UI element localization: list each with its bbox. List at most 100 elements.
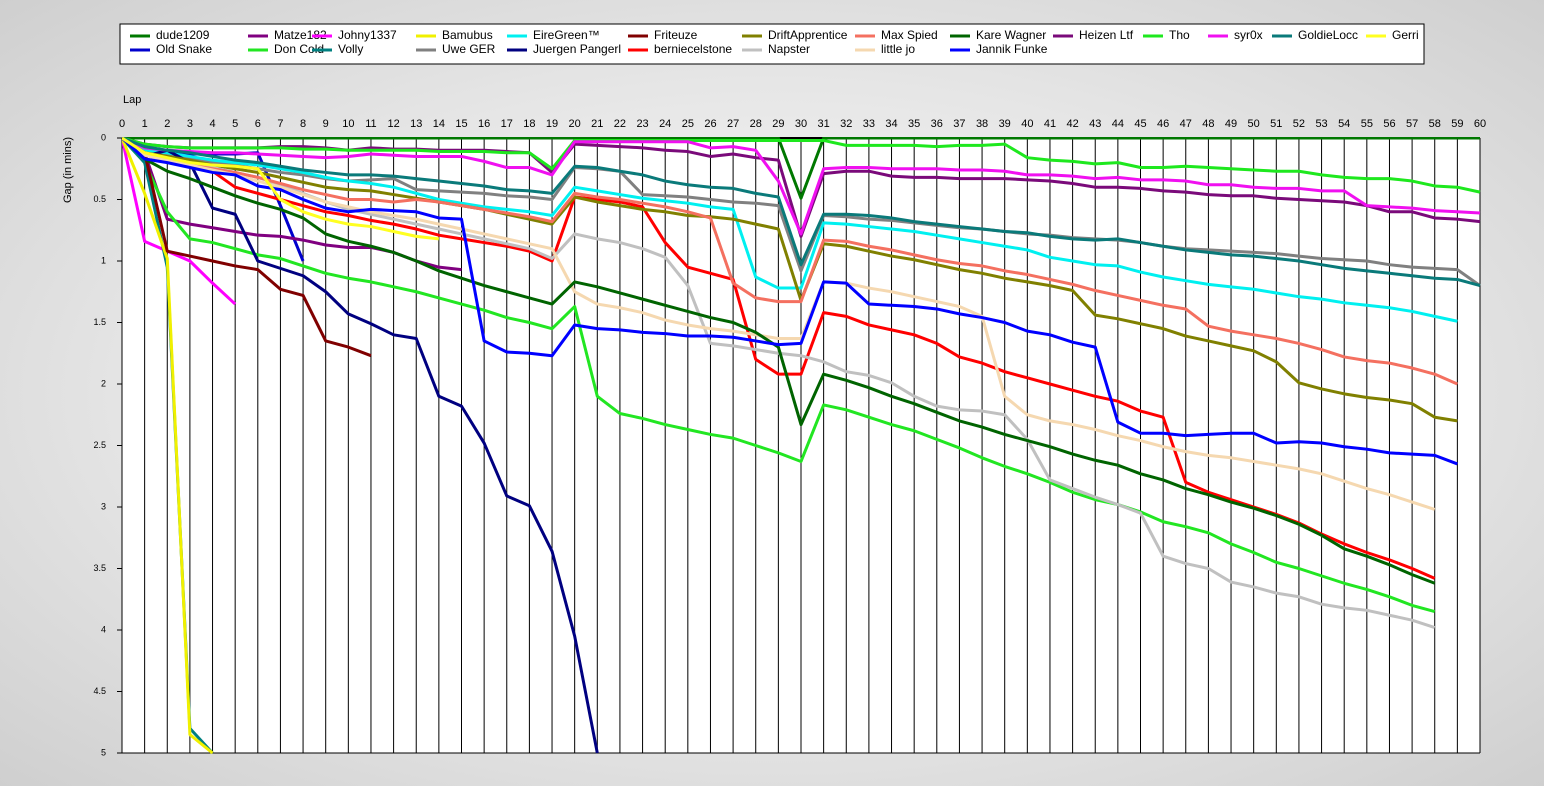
legend-label: DriftApprentice (768, 28, 848, 42)
x-tick-label: 13 (410, 118, 422, 130)
x-axis-label: Lap (123, 94, 141, 106)
x-tick-label: 20 (569, 118, 581, 130)
x-tick-label: 5 (232, 118, 238, 130)
series-line (122, 137, 372, 358)
legend-label: Uwe GER (442, 42, 496, 56)
x-tick-label: 22 (614, 118, 626, 130)
x-tick-label: 43 (1089, 118, 1101, 130)
y-tick-label: 1 (101, 255, 106, 265)
series-line (122, 137, 1436, 585)
series-line (122, 137, 1436, 613)
x-tick-label: 52 (1293, 118, 1305, 130)
x-tick-label: 11 (365, 118, 376, 130)
x-tick-label: 31 (818, 118, 830, 130)
legend-label: Don Cold (274, 42, 324, 56)
x-tick-label: 35 (908, 118, 920, 130)
x-tick-label: 23 (636, 118, 648, 130)
series-line (122, 137, 1481, 288)
legend-label: Max Spied (881, 28, 938, 42)
series-line (122, 137, 1481, 236)
x-tick-label: 54 (1338, 118, 1350, 130)
x-tick-label: 50 (1248, 118, 1260, 130)
x-tick-label: 2 (164, 118, 170, 130)
legend-label: Kare Wagner (976, 28, 1046, 42)
x-tick-label: 27 (727, 118, 739, 130)
x-tick-label: 15 (455, 118, 467, 130)
x-tick-label: 17 (501, 118, 513, 130)
x-tick-label: 49 (1225, 118, 1237, 130)
x-tick-label: 55 (1361, 118, 1373, 130)
x-tick-label: 56 (1383, 118, 1395, 130)
x-tick-label: 58 (1429, 118, 1441, 130)
legend-label: Tho (1169, 28, 1190, 42)
x-tick-label: 39 (999, 118, 1011, 130)
series-line (122, 137, 214, 754)
series-line (122, 137, 1480, 200)
x-tick-label: 36 (931, 118, 943, 130)
series-line (122, 137, 1458, 386)
x-tick-label: 37 (953, 118, 965, 130)
y-tick-label: 0.5 (93, 194, 106, 204)
legend-label: Jannik Funke (976, 42, 1048, 56)
x-tick-label: 47 (1180, 118, 1192, 130)
legend-label: Matze182 (274, 28, 327, 42)
x-tick-label: 3 (187, 118, 193, 130)
x-tick-label: 33 (863, 118, 875, 130)
legend-label: syr0x (1234, 28, 1263, 42)
legend-label: Friteuze (654, 28, 698, 42)
x-tick-label: 9 (323, 118, 329, 130)
legend-label: Johny1337 (338, 28, 397, 42)
lines (122, 137, 1481, 754)
x-tick-label: 40 (1021, 118, 1033, 130)
legend-label: GoldieLocc (1298, 28, 1358, 42)
x-tick-label: 1 (142, 118, 148, 130)
legend-box (119, 23, 1425, 65)
series-line (122, 137, 1436, 629)
series-line (122, 137, 1458, 423)
x-tick-label: 57 (1406, 118, 1418, 130)
x-tick-label: 6 (255, 118, 261, 130)
y-tick-label: 3.5 (93, 563, 106, 573)
series-line (122, 137, 1436, 511)
x-tick-label: 46 (1157, 118, 1169, 130)
legend-label: dude1209 (156, 28, 210, 42)
legend-label: Old Snake (156, 42, 212, 56)
series-line (122, 137, 440, 241)
y-tick-label: 2 (101, 378, 106, 388)
x-tick-label: 32 (840, 118, 852, 130)
y-tick-label: 2.5 (93, 440, 106, 450)
x-tick-label: 7 (277, 118, 283, 130)
x-tick-label: 30 (795, 118, 807, 130)
x-tick-label: 41 (1044, 118, 1056, 130)
x-tick-label: 16 (478, 118, 490, 130)
series-line (122, 137, 1458, 466)
x-tick-label: 21 (591, 118, 603, 130)
y-tick-label: 1.5 (93, 317, 106, 327)
legend-label: Bamubus (442, 28, 493, 42)
legend-label: Napster (768, 42, 810, 56)
y-tick-label: 5 (101, 747, 106, 757)
legend-label: Juergen Pangerl (533, 42, 621, 56)
y-axis-label: Gap (in mins) (62, 137, 74, 203)
x-tick-label: 28 (750, 118, 762, 130)
legend-label: EireGreen™ (533, 28, 600, 42)
x-tick-label: 60 (1474, 118, 1486, 130)
x-tick-label: 24 (659, 118, 671, 130)
x-tick-label: 29 (772, 118, 784, 130)
x-tick-label: 34 (885, 118, 897, 130)
x-tick-label: 44 (1112, 118, 1124, 130)
y-tick-label: 0 (101, 132, 106, 142)
x-tick-label: 26 (704, 118, 716, 130)
y-tick-label: 4.5 (93, 686, 106, 696)
series-line (122, 137, 237, 306)
x-tick-label: 10 (342, 118, 354, 130)
x-tick-label: 45 (1134, 118, 1146, 130)
x-tick-label: 51 (1270, 118, 1282, 130)
x-tick-label: 12 (387, 118, 399, 130)
y-tick-label: 3 (101, 501, 106, 511)
x-tick-label: 59 (1451, 118, 1463, 130)
series-line (122, 137, 1481, 194)
x-tick-label: 19 (546, 118, 558, 130)
x-tick-label: 4 (209, 118, 215, 130)
